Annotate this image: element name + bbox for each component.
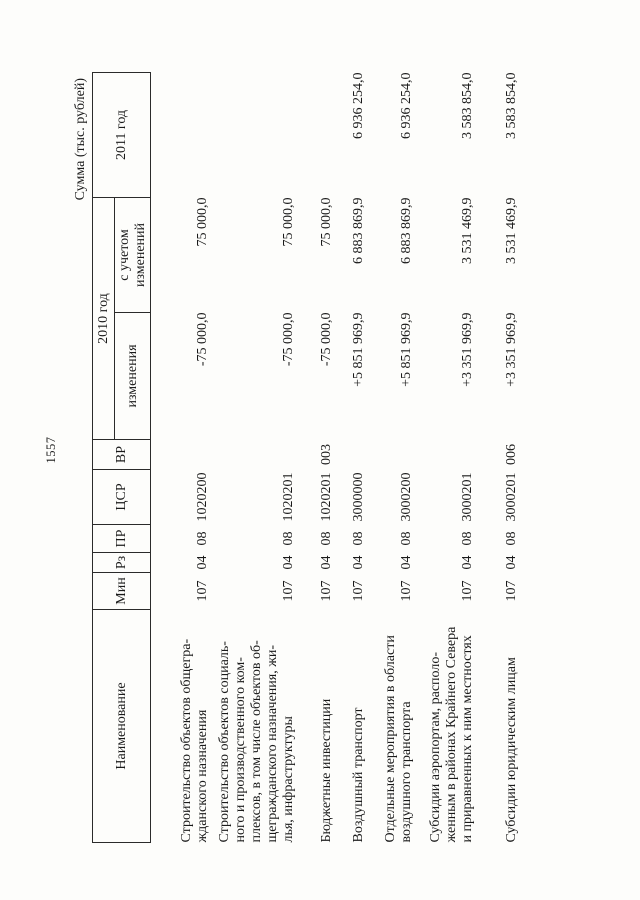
cell-pr: 08 <box>281 531 296 546</box>
cell-changes: -75 000,0 <box>195 312 210 367</box>
cell-pr: 08 <box>399 531 414 546</box>
cell-2011 <box>211 73 297 198</box>
cell-changes: -75 000,0 <box>319 312 334 367</box>
table-row: Отдельные мероприятия в области воздушно… <box>367 73 415 843</box>
cell-pr: 08 <box>460 531 475 546</box>
cell-changes: +5 851 969,9 <box>399 312 414 387</box>
column-header-vr: ВР <box>92 439 151 470</box>
cell-vr <box>211 440 297 470</box>
cell-changes: -75 000,0 <box>281 312 296 367</box>
cell-name: Воздушный транспорт <box>351 707 366 843</box>
table-header: Наименование Мин Рз ПР ЦСР ВР 2010 год 2… <box>92 72 151 843</box>
table-row: Строительство объектов социаль- ного и п… <box>211 73 297 843</box>
cell-2011: 6 936 254,0 <box>351 72 366 140</box>
cell-pr: 08 <box>504 531 519 546</box>
cell-min: 107 <box>319 580 334 602</box>
cell-rz: 04 <box>351 555 366 570</box>
cell-rz: 04 <box>399 555 414 570</box>
cell-name: Строительство объектов общегра- жданског… <box>179 638 210 843</box>
cell-vr: 003 <box>319 444 334 465</box>
cell-vr <box>415 440 476 470</box>
cell-csr: 1020200 <box>195 472 210 522</box>
column-header-csr: ЦСР <box>92 469 151 525</box>
cell-changes: +3 351 969,9 <box>504 312 519 387</box>
cell-2011: 3 583 854,0 <box>504 72 519 140</box>
cell-csr: 3000201 <box>504 472 519 522</box>
cell-pr: 08 <box>319 531 334 546</box>
budget-table: Наименование Мин Рз ПР ЦСР ВР 2010 год 2… <box>92 72 520 843</box>
column-header-2011: 2011 год <box>92 72 151 198</box>
table-body: Строительство объектов общегра- жданског… <box>151 73 521 843</box>
cell-2011: 3 583 854,0 <box>460 72 475 140</box>
column-header-rz: Рз <box>92 552 151 573</box>
cell-min: 107 <box>281 580 296 602</box>
cell-name: Субсидии аэропортам, располо- женным в р… <box>428 626 475 843</box>
table-row: Строительство объектов общегра- жданског… <box>151 73 212 843</box>
cell-with-changes: 3 531 469,9 <box>504 197 519 265</box>
cell-2011: 6 936 254,0 <box>399 72 414 140</box>
cell-name: Строительство объектов социаль- ного и п… <box>217 640 296 843</box>
table-row: Бюджетные инвестиции 107 04 08 1020201 0… <box>297 73 335 843</box>
cell-min: 107 <box>460 580 475 602</box>
table-header-row-1: Наименование Мин Рз ПР ЦСР ВР 2010 год 2… <box>92 72 151 843</box>
cell-pr: 08 <box>195 531 210 546</box>
cell-csr: 1020201 <box>319 472 334 522</box>
cell-csr: 3000200 <box>399 472 414 522</box>
column-header-changes: изменения <box>114 312 151 440</box>
cell-pr: 08 <box>351 531 366 546</box>
cell-with-changes: 75 000,0 <box>281 197 296 247</box>
cell-name: Бюджетные инвестиции <box>319 698 334 843</box>
page-number: 1557 <box>44 436 58 464</box>
column-header-name: Наименование <box>92 609 151 843</box>
cell-name: Отдельные мероприятия в области воздушно… <box>383 635 414 843</box>
table-row: Субсидии аэропортам, располо- женным в р… <box>415 73 476 843</box>
cell-rz: 04 <box>281 555 296 570</box>
cell-vr <box>335 440 367 470</box>
cell-csr: 3000000 <box>351 472 366 522</box>
cell-with-changes: 75 000,0 <box>319 197 334 247</box>
cell-2011 <box>151 73 212 198</box>
cell-changes: +3 351 969,9 <box>460 312 475 387</box>
cell-with-changes: 6 883 869,9 <box>351 197 366 265</box>
cell-2011 <box>297 73 335 198</box>
column-header-min: Мин <box>92 572 151 610</box>
cell-csr: 1020201 <box>281 472 296 522</box>
cell-min: 107 <box>399 580 414 602</box>
cell-with-changes: 6 883 869,9 <box>399 197 414 265</box>
cell-rz: 04 <box>195 555 210 570</box>
units-label: Сумма (тыс. рублей) <box>73 78 88 201</box>
column-header-with-changes: с учетом изменений <box>114 197 151 313</box>
table-row: Субсидии юридическим лицам 107 04 08 300… <box>476 73 520 843</box>
cell-vr <box>151 440 212 470</box>
cell-csr: 3000201 <box>460 472 475 522</box>
cell-min: 107 <box>504 580 519 602</box>
cell-changes: +5 851 969,9 <box>351 312 366 387</box>
cell-vr <box>367 440 415 470</box>
table-row: Воздушный транспорт 107 04 08 3000000 +5… <box>335 73 367 843</box>
cell-name: Субсидии юридическим лицам <box>504 657 519 843</box>
cell-with-changes: 3 531 469,9 <box>460 197 475 265</box>
column-header-pr: ПР <box>92 524 151 553</box>
cell-rz: 04 <box>319 555 334 570</box>
cell-rz: 04 <box>504 555 519 570</box>
cell-min: 107 <box>351 580 366 602</box>
cell-min: 107 <box>195 580 210 602</box>
cell-rz: 04 <box>460 555 475 570</box>
cell-vr: 006 <box>504 444 519 465</box>
column-header-2010: 2010 год <box>92 197 115 440</box>
cell-with-changes: 75 000,0 <box>195 197 210 247</box>
